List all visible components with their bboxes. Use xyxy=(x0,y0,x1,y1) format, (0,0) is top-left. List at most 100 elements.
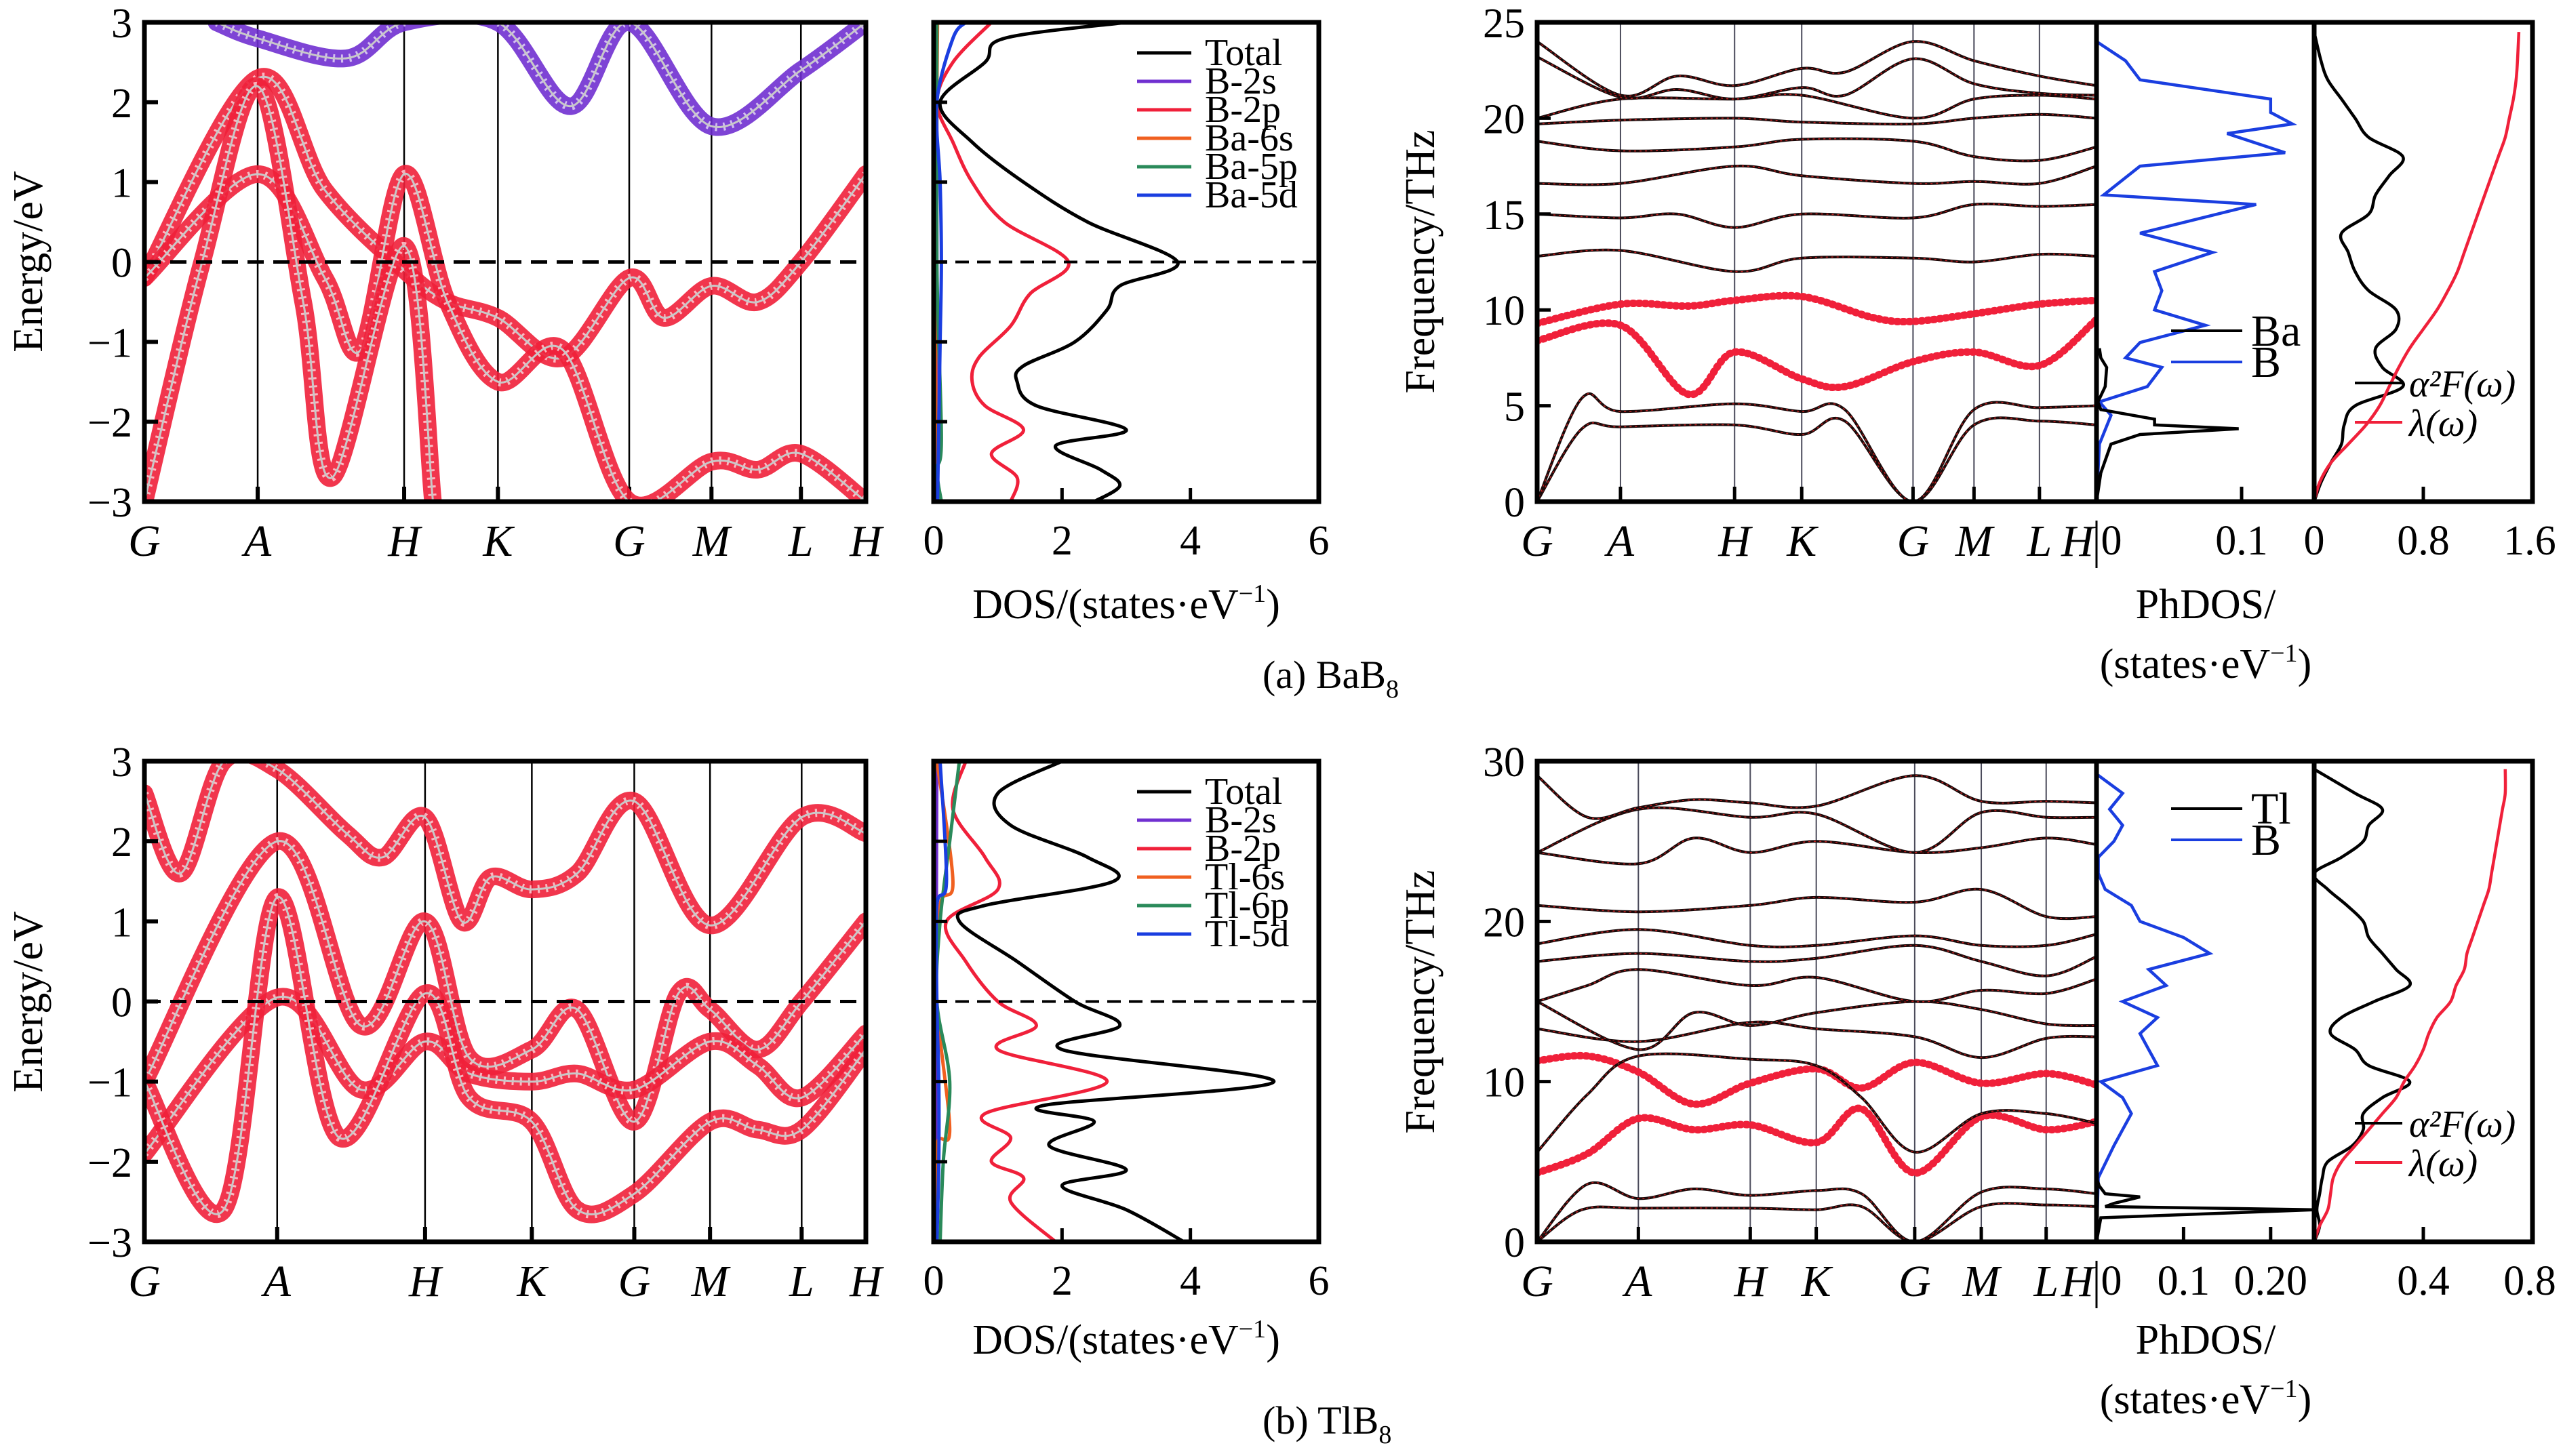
y-tick-label: 1 xyxy=(111,899,132,946)
branch-dots-opt-5 xyxy=(1537,165,2097,186)
kpoint-label: K xyxy=(1786,517,1819,566)
y-tick-label: 3 xyxy=(111,740,132,786)
kpoint-label: L xyxy=(2033,1257,2059,1306)
b-phdos-panel: 0 0.1 0.20 TlB xyxy=(2094,759,2317,1304)
x-tick-label: 1.6 xyxy=(2503,518,2556,564)
legend-label: B xyxy=(2251,815,2281,865)
b-phdos-xlabel-line2: (states·eV−1) xyxy=(2100,1375,2311,1423)
b-phdos-xlabel-line2-end: ) xyxy=(2298,1377,2312,1423)
phdos-curve-b xyxy=(2094,773,2214,1242)
kpoint-label: G xyxy=(1899,1257,1931,1306)
y-tick-label: −1 xyxy=(87,1060,132,1106)
branch-dots-opt-6 xyxy=(1537,969,2097,1003)
legend-label: Ba-6s xyxy=(1205,117,1294,159)
x-tick-label: 0 xyxy=(2304,518,2325,564)
y-tick-label: 0 xyxy=(111,241,132,287)
x-tick-label: 0.1 xyxy=(2215,518,2268,564)
kpoint-label: A xyxy=(1622,1257,1652,1306)
a-eliashberg-frame xyxy=(2311,20,2535,504)
band-fat-band-3 xyxy=(144,77,442,502)
a-phdos-xlabel-line2-end: ) xyxy=(2298,641,2312,687)
branch-opt-1 xyxy=(1537,294,2097,325)
legend-label: λ(ω) xyxy=(2408,1143,2478,1185)
a-band-frame xyxy=(142,20,869,504)
x-tick-label: 4 xyxy=(1180,1258,1201,1304)
phdos-curve-b xyxy=(2094,40,2298,502)
legend-label: B-2s xyxy=(1205,60,1277,102)
kpoint-label: H xyxy=(849,517,884,566)
b-phdos-xlabel-line1: PhDOS/ xyxy=(2136,1317,2277,1363)
b-dos-xlabel: DOS/(states·eV−1) xyxy=(972,1315,1280,1363)
y-tick-label: 25 xyxy=(1483,1,1525,47)
caption-b-main: (b) TlB xyxy=(1263,1398,1378,1442)
kpoint-label: A xyxy=(1604,517,1635,566)
a-phdos-xlabel-line2-main: (states·eV xyxy=(2100,641,2271,687)
b-eliashberg-panel: 0.4 0.8 α²F(ω)λ(ω) xyxy=(2311,759,2556,1304)
band-ring-band-4 xyxy=(144,761,866,930)
x-tick-label: 6 xyxy=(1309,1258,1330,1304)
b-band-ylabel: Energy/eV xyxy=(5,911,52,1093)
kpoint-label: L xyxy=(788,517,814,566)
lambda-curve xyxy=(2312,769,2507,1242)
y-tick-label: 20 xyxy=(1483,899,1525,946)
a-dos-xlabel-main: DOS/(states·eV xyxy=(972,582,1239,628)
a-eliashberg-panel: 0 0.8 1.6 α²F(ω)λ(ω) xyxy=(2304,20,2556,564)
branch-dots-opt-4 xyxy=(1537,1021,2097,1058)
y-tick-label: 0 xyxy=(111,980,132,1026)
caption-a: (a) BaB8 xyxy=(1263,653,1399,704)
a-dos-xlabel-sup: −1 xyxy=(1239,580,1266,608)
branch-opt-2 xyxy=(1537,1106,2097,1175)
y-tick-label: −1 xyxy=(87,320,132,366)
y-tick-label: −2 xyxy=(87,400,132,446)
kpoint-label: H xyxy=(2061,1257,2096,1306)
kpoint-label: L xyxy=(2026,517,2052,566)
a-band-ylabel: Energy/eV xyxy=(5,171,52,352)
alpha2f-curve xyxy=(2312,31,2405,502)
band-fat-band-2 xyxy=(144,165,866,502)
legend-label: Ba-5d xyxy=(1205,174,1298,216)
branch-dots-opt-6 xyxy=(1537,138,2097,162)
b-dos-frame xyxy=(931,759,1322,1245)
x-tick-label: 0 xyxy=(2101,518,2122,564)
kpoint-label: L xyxy=(789,1257,814,1306)
y-tick-label: 1 xyxy=(111,161,132,207)
b-phonon-branches xyxy=(1537,774,2097,1242)
b-phonon-ylabel: Frequency/THz xyxy=(1397,870,1444,1133)
kpoint-label: G xyxy=(128,1257,161,1306)
band-line-band-3 xyxy=(144,896,866,1216)
dos-curve-ba-5d xyxy=(934,21,968,502)
kpoint-label: G xyxy=(618,1257,651,1306)
kpoint-label: M xyxy=(692,517,733,566)
a-phdos-xlabel-line1: PhDOS/ xyxy=(2136,582,2277,628)
branch-dots-acoustic-2 xyxy=(1537,1182,2097,1242)
y-tick-label: −3 xyxy=(87,480,132,526)
kpoint-label: M xyxy=(691,1257,732,1306)
legend-label: Ba-5p xyxy=(1205,146,1298,188)
kpoint-label: G xyxy=(613,517,645,566)
branch-opt-4 xyxy=(1537,202,2097,229)
legend-label: λ(ω) xyxy=(2408,403,2478,445)
branch-opt-8 xyxy=(1537,928,2097,949)
y-tick-label: −3 xyxy=(87,1220,132,1266)
caption-a-main: (a) BaB xyxy=(1263,653,1386,697)
kpoint-label: M xyxy=(1962,1257,2003,1306)
branch-dots-opt-10 xyxy=(1537,837,2097,865)
kpoint-label: G xyxy=(1521,517,1553,566)
y-tick-label: 3 xyxy=(111,1,132,47)
y-tick-label: 5 xyxy=(1504,384,1525,430)
x-tick-label: 0.8 xyxy=(2397,518,2450,564)
kpoint-label: G xyxy=(128,517,161,566)
dos-curve-total xyxy=(955,759,1276,1244)
a-bands xyxy=(144,22,866,502)
x-tick-label: 4 xyxy=(1180,518,1201,564)
y-tick-label: 2 xyxy=(111,820,132,866)
kpoint-label: A xyxy=(261,1257,292,1306)
y-tick-label: 10 xyxy=(1483,1060,1525,1106)
branch-opt-1 xyxy=(1537,1053,2097,1106)
caption-a-sub: 8 xyxy=(1386,675,1399,704)
x-tick-label: 6 xyxy=(1309,518,1330,564)
branch-dots-opt-10 xyxy=(1537,41,2097,97)
b-dos-xlabel-main: DOS/(states·eV xyxy=(972,1317,1239,1363)
